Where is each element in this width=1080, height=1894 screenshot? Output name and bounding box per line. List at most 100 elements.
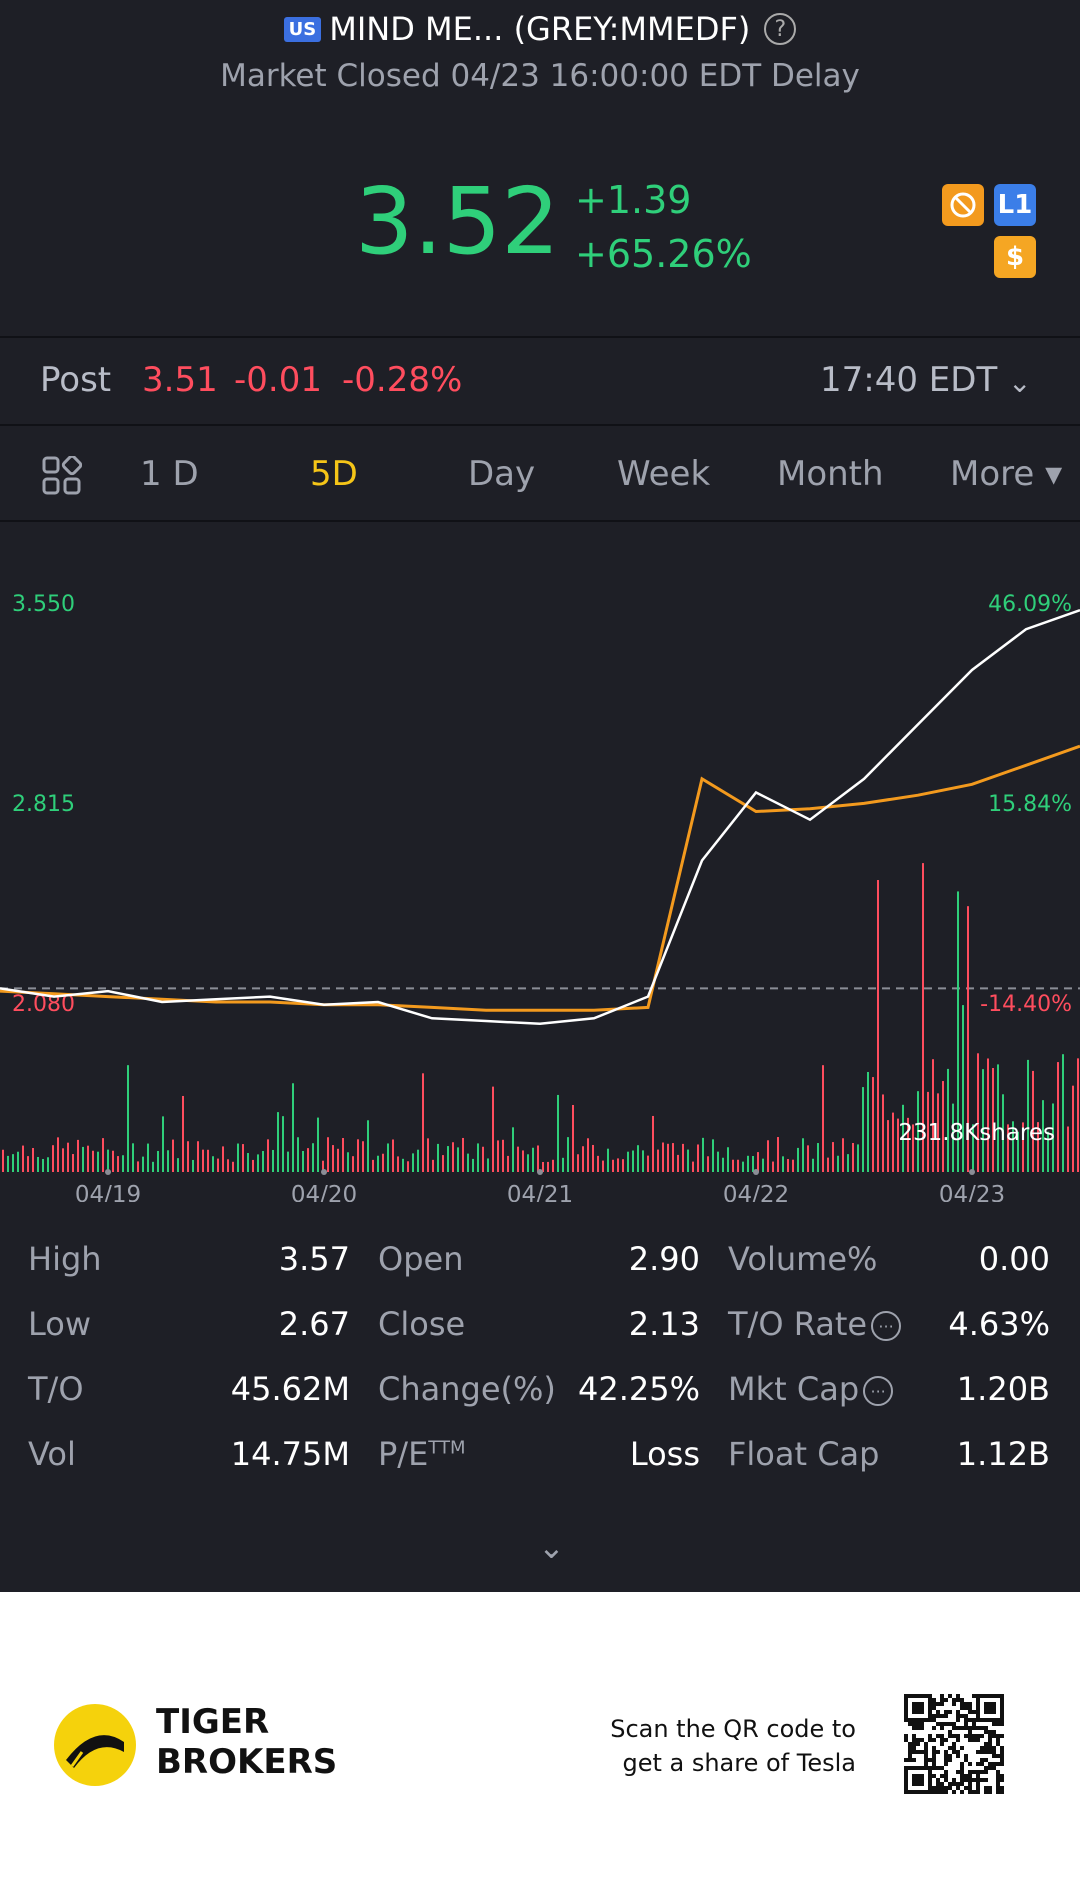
volume-bar [862, 1087, 864, 1172]
volume-bar [857, 1144, 859, 1172]
volume-bar [177, 1158, 179, 1172]
x-axis: 04/19 04/20 04/21 04/22 04/23 [75, 1169, 1005, 1202]
stat-value-pe: Loss [629, 1435, 700, 1473]
volume-bar [407, 1161, 409, 1172]
volume-bar [97, 1151, 99, 1172]
volume-bar [27, 1156, 29, 1172]
volume-bar [712, 1139, 714, 1172]
stat-label-text: T/O Rate [728, 1305, 868, 1343]
volume-bar [1052, 1103, 1054, 1172]
volume-bar [1062, 1054, 1064, 1172]
volume-bar [207, 1149, 209, 1172]
tiger-logo-icon [54, 1704, 136, 1786]
volume-bar [42, 1158, 44, 1172]
post-market-row[interactable]: Post 3.51 -0.01 -0.28% 17:40 EDT ⌄ [0, 338, 1080, 424]
no-short-icon[interactable] [942, 184, 984, 226]
volume-bar [52, 1145, 54, 1172]
tab-week[interactable]: Week [617, 454, 711, 494]
volume-bar [882, 1094, 884, 1172]
series-price-line [0, 609, 1080, 1026]
volume-bar [197, 1141, 199, 1172]
volume-bar [212, 1156, 214, 1172]
volume-bar [432, 1159, 434, 1172]
stat-value-close: 2.13 [628, 1305, 700, 1343]
stat-value-vol: 14.75M [230, 1435, 350, 1473]
stat-value-float-cap: 1.12B [956, 1435, 1050, 1473]
volume-bar [757, 1152, 759, 1172]
x-tick-mark [105, 1169, 111, 1175]
volume-bar [797, 1147, 799, 1172]
volume-bar [232, 1161, 234, 1172]
volume-bar [602, 1160, 604, 1172]
volume-bar [647, 1155, 649, 1172]
y-tick-label: 3.550 [12, 592, 75, 617]
volume-bar [937, 1093, 939, 1172]
volume-bar [182, 1095, 184, 1172]
volume-bar [102, 1138, 104, 1172]
stock-title[interactable]: MIND ME... (GREY:MMEDF) [329, 10, 751, 48]
volume-bar [302, 1150, 304, 1172]
stat-value-mkt-cap: 1.20B [956, 1370, 1050, 1408]
volume-bar [252, 1159, 254, 1172]
level1-icon[interactable]: L1 [994, 184, 1036, 226]
stat-label-high: High [28, 1240, 102, 1278]
tab-more[interactable]: More ▾ [950, 454, 1063, 494]
layout-grid-icon[interactable] [42, 456, 82, 496]
volume-bar [1017, 1131, 1019, 1172]
tab-5d[interactable]: 5D [310, 454, 358, 494]
volume-bar [947, 1068, 949, 1172]
dollar-icon[interactable]: $ [994, 236, 1036, 278]
x-tick-label: 04/23 [939, 1182, 1005, 1202]
volume-bar [962, 1005, 964, 1172]
volume-bar [477, 1143, 479, 1172]
x-tick-mark [969, 1169, 975, 1175]
divider [0, 424, 1080, 426]
volume-bar [872, 1077, 874, 1172]
tab-month[interactable]: Month [777, 454, 884, 494]
volume-bar [667, 1143, 669, 1172]
volume-bar [117, 1156, 119, 1172]
volume-bar [812, 1158, 814, 1172]
expand-chevron-icon[interactable]: ⌄ [538, 1528, 565, 1566]
volume-bar [282, 1116, 284, 1172]
volume-bar [82, 1146, 84, 1172]
info-icon[interactable]: ··· [871, 1311, 902, 1341]
volume-bar [127, 1065, 129, 1172]
volume-bar [417, 1149, 419, 1172]
volume-bar [72, 1154, 74, 1172]
qr-code[interactable] [904, 1694, 1004, 1794]
price-chart[interactable]: 3.550 2.815 2.080 46.09% 15.84% -14.40% … [0, 522, 1080, 1202]
tab-day[interactable]: Day [468, 454, 536, 494]
volume-bar [697, 1144, 699, 1172]
volume-bar [672, 1143, 674, 1172]
volume-bar [387, 1143, 389, 1172]
help-icon[interactable]: ? [764, 13, 797, 45]
volume-bar [237, 1143, 239, 1172]
stat-label-change: Change(%) [378, 1370, 556, 1408]
volume-bar [272, 1149, 274, 1172]
volume-bar [47, 1157, 49, 1172]
volume-bar [877, 880, 879, 1172]
volume-bar [87, 1145, 89, 1172]
volume-bar [527, 1154, 529, 1172]
volume-bar [347, 1152, 349, 1172]
volume-bar [322, 1160, 324, 1172]
volume-bar [7, 1155, 9, 1172]
chevron-down-icon[interactable]: ⌄ [1008, 366, 1032, 399]
volume-bar [787, 1159, 789, 1172]
volume-bar [917, 1091, 919, 1172]
tab-1d[interactable]: 1 D [140, 454, 199, 494]
volume-bar [892, 1112, 894, 1172]
volume-bar [12, 1154, 14, 1172]
y-tick-pct: 15.84% [988, 792, 1072, 817]
stat-label-text: Mkt Cap [728, 1370, 860, 1408]
info-icon[interactable]: ··· [863, 1376, 894, 1406]
volume-bar [382, 1153, 384, 1172]
volume-bar [582, 1146, 584, 1172]
title-row: US MIND ME... (GREY:MMEDF) ? [0, 10, 1080, 48]
volume-bar [572, 1104, 574, 1172]
stat-label-pe: P/ETTM [378, 1435, 466, 1473]
brand-line: TIGER [156, 1702, 270, 1742]
stat-label-low: Low [28, 1305, 92, 1343]
volume-bar [137, 1161, 139, 1172]
